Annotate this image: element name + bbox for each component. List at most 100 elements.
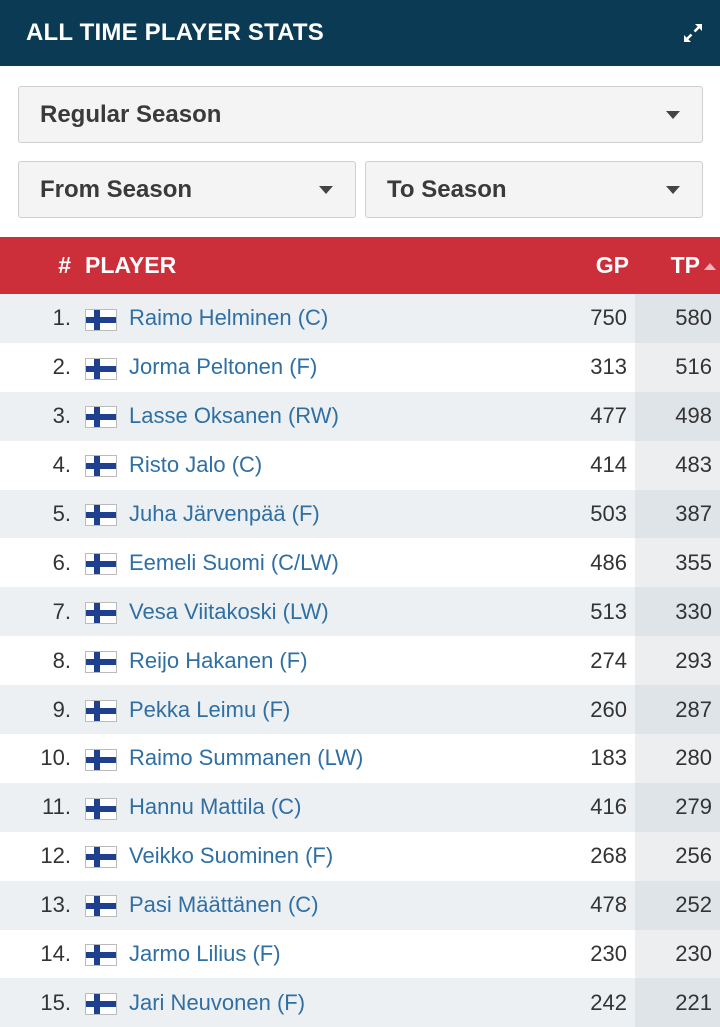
table-row: 8. Reijo Hakanen (F) 274 293	[0, 636, 720, 686]
chevron-down-icon	[666, 110, 680, 119]
player-link[interactable]: Reijo Hakanen (F)	[129, 647, 308, 673]
finland-flag-icon	[85, 650, 117, 673]
table-row: 9. Pekka Leimu (F) 260 287	[0, 685, 720, 735]
gp-cell: 242	[590, 989, 627, 1015]
tp-cell: 293	[635, 636, 720, 686]
gp-cell: 414	[590, 452, 627, 478]
player-link[interactable]: Jorma Peltonen (F)	[129, 354, 318, 380]
rank-cell: 4.	[52, 452, 71, 478]
gp-cell: 513	[590, 598, 627, 624]
rank-cell: 1.	[52, 305, 71, 331]
tp-cell: 483	[635, 440, 720, 490]
column-tp[interactable]: TP	[635, 237, 720, 294]
gp-cell: 268	[590, 843, 627, 869]
rank-cell: 10.	[40, 745, 71, 771]
finland-flag-icon	[85, 748, 117, 771]
player-cell: Eemeli Suomi (C/LW)	[85, 538, 555, 587]
player-stats-table: # PLAYER GP TP 1. Raimo Helminen (C) 750 58…	[0, 237, 720, 1027]
gp-cell: 274	[590, 647, 627, 673]
player-link[interactable]: Jarmo Lilius (F)	[129, 941, 281, 967]
expand-icon[interactable]	[680, 20, 706, 46]
finland-flag-icon	[85, 601, 117, 624]
from-season-select[interactable]: From Season	[18, 161, 356, 218]
finland-flag-icon	[85, 504, 117, 527]
player-link[interactable]: Jari Neuvonen (F)	[129, 989, 306, 1015]
gp-cell: 313	[590, 354, 627, 380]
chevron-down-icon	[319, 185, 333, 194]
rank-cell: 8.	[52, 647, 71, 673]
table-row: 3. Lasse Oksanen (RW) 477 498	[0, 391, 720, 441]
player-link[interactable]: Vesa Viitakoski (LW)	[129, 598, 329, 624]
widget-title: ALL TIME PLAYER STATS	[26, 19, 325, 46]
player-cell: Jorma Peltonen (F)	[85, 343, 555, 392]
rank-cell: 5.	[52, 501, 71, 526]
table-row: 5. Juha Järvenpää (F) 503 387	[0, 489, 720, 539]
tp-cell: 230	[635, 929, 720, 979]
player-cell: Lasse Oksanen (RW)	[85, 392, 555, 441]
player-link[interactable]: Lasse Oksanen (RW)	[129, 403, 339, 429]
table-row: 4. Risto Jalo (C) 414 483	[0, 440, 720, 490]
finland-flag-icon	[85, 406, 117, 429]
tp-cell: 580	[635, 294, 720, 343]
rank-cell: 9.	[52, 696, 71, 722]
table-row: 14. Jarmo Lilius (F) 230 230	[0, 929, 720, 979]
player-link[interactable]: Hannu Mattila (C)	[129, 794, 302, 820]
rank-cell: 12.	[40, 843, 71, 869]
player-link[interactable]: Pekka Leimu (F)	[129, 696, 291, 722]
column-player[interactable]: PLAYER	[85, 252, 177, 278]
player-cell: Veikko Suominen (F)	[85, 832, 555, 881]
player-cell: Raimo Helminen (C)	[85, 294, 555, 343]
tp-cell: 355	[635, 538, 720, 588]
tp-cell: 279	[635, 782, 720, 832]
tp-cell: 330	[635, 587, 720, 637]
player-link[interactable]: Pasi Määttänen (C)	[129, 892, 319, 918]
chevron-down-icon	[666, 185, 680, 194]
player-link[interactable]: Raimo Summanen (LW)	[129, 745, 364, 771]
rank-cell: 15.	[40, 989, 71, 1015]
player-link[interactable]: Raimo Helminen (C)	[129, 305, 329, 331]
player-cell: Risto Jalo (C)	[85, 441, 555, 490]
gp-cell: 416	[590, 794, 627, 820]
gp-cell: 230	[590, 941, 627, 967]
player-cell: Pekka Leimu (F)	[85, 685, 555, 734]
tp-cell: 280	[635, 734, 720, 783]
finland-flag-icon	[85, 357, 117, 380]
gp-cell: 478	[590, 892, 627, 918]
table-row: 12. Veikko Suominen (F) 268 256	[0, 831, 720, 881]
player-cell: Juha Järvenpää (F)	[85, 490, 555, 539]
rank-cell: 14.	[40, 941, 71, 967]
finland-flag-icon	[85, 944, 117, 967]
rank-cell: 6.	[52, 549, 71, 575]
gp-cell: 260	[590, 696, 627, 722]
tp-cell: 221	[635, 978, 720, 1027]
filters: Regular Season From Season To Season	[0, 66, 720, 237]
player-cell: Pasi Määttänen (C)	[85, 881, 555, 930]
season-type-select[interactable]: Regular Season	[18, 86, 703, 143]
to-season-select[interactable]: To Season	[365, 161, 703, 218]
gp-cell: 503	[590, 501, 627, 526]
tp-cell: 516	[635, 342, 720, 392]
player-link[interactable]: Eemeli Suomi (C/LW)	[129, 549, 339, 575]
gp-cell: 750	[590, 305, 627, 331]
column-rank: #	[58, 252, 71, 278]
table-header-row: # PLAYER GP TP	[0, 237, 720, 294]
player-link[interactable]: Juha Järvenpää (F)	[129, 501, 320, 526]
column-gp[interactable]: GP	[595, 252, 629, 278]
column-tp-label: TP	[670, 252, 700, 278]
player-cell: Hannu Mattila (C)	[85, 783, 555, 832]
player-link[interactable]: Risto Jalo (C)	[129, 452, 263, 478]
sort-ascending-icon	[704, 263, 716, 271]
player-link[interactable]: Veikko Suominen (F)	[129, 843, 334, 869]
rank-cell: 7.	[52, 598, 71, 624]
tp-cell: 252	[635, 880, 720, 930]
finland-flag-icon	[85, 553, 117, 576]
finland-flag-icon	[85, 846, 117, 869]
table-row: 2. Jorma Peltonen (F) 313 516	[0, 342, 720, 392]
tp-cell: 287	[635, 685, 720, 735]
finland-flag-icon	[85, 455, 117, 478]
tp-cell: 498	[635, 391, 720, 441]
gp-cell: 183	[590, 745, 627, 771]
table-row: 10. Raimo Summanen (LW) 183 280	[0, 734, 720, 783]
to-season-value: To Season	[387, 175, 507, 203]
player-cell: Jarmo Lilius (F)	[85, 930, 555, 979]
